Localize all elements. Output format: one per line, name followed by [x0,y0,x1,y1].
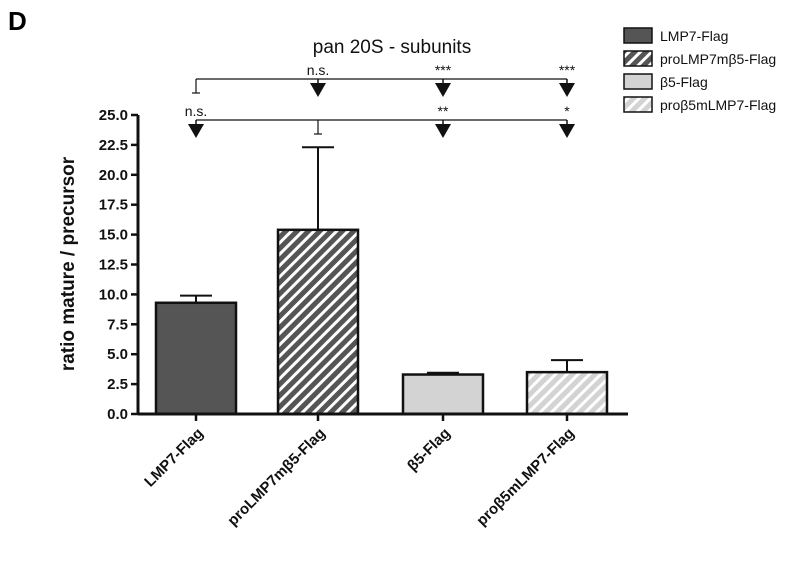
y-tick-label: 20.0 [99,167,128,184]
sig-label: *** [435,62,452,78]
y-axis-label: ratio mature / precursor [58,156,79,371]
y-tick-label: 25.0 [99,107,128,124]
x-tick-label: LMP7-Flag [141,425,207,491]
y-tick-label: 15.0 [99,227,128,244]
x-axis: LMP7-Flag proLMP7mβ5-Flag β5-Flag proβ5mLMP… [138,412,628,530]
legend-swatch [623,27,653,44]
bar-0 [154,301,238,416]
sig-arrow [188,124,204,138]
bar-1 [276,228,360,416]
legend-swatch [623,73,653,90]
sig-arrow [435,83,451,97]
x-tick-label: β5-Flag [404,425,454,475]
y-tick-label: 10.0 [99,286,128,303]
sig-label: n.s. [185,103,208,119]
y-tick-label: 12.5 [99,257,128,274]
chart-title: pan 20S - subunits [313,37,471,58]
sig-arrow [559,124,575,138]
y-tick-label: 17.5 [99,197,128,214]
sig-arrow [559,83,575,97]
sig-arrow [310,83,326,97]
bars [154,228,609,416]
bar-3 [525,370,609,416]
legend: LMP7-Flag proLMP7mβ5-Flag β5-Flag proβ5mLMP… [623,27,776,113]
y-tick-label: 22.5 [99,137,128,154]
legend-swatch [623,96,653,113]
significance-brackets: n.s. *** ***n.s. ** * [185,62,576,138]
legend-label: proLMP7mβ5-Flag [660,51,776,67]
x-tick-label: proβ5mLMP7-Flag [473,425,578,530]
x-tick-label: proLMP7mβ5-Flag [224,425,329,530]
legend-label: proβ5mLMP7-Flag [660,97,776,113]
y-tick-label: 2.5 [107,376,128,393]
bar-2 [401,373,485,416]
legend-label: LMP7-Flag [660,28,728,44]
sig-label: * [564,103,570,119]
sig-label: n.s. [307,62,330,78]
sig-arrow [435,124,451,138]
y-tick-label: 5.0 [107,346,128,363]
panel-label: D [8,6,27,36]
legend-label: β5-Flag [660,74,708,90]
y-axis: 0.0 2.5 5.0 7.5 10.0 12.5 15.0 17.5 20.0 22.5 25.0 [99,107,140,423]
error-bars [180,146,583,375]
y-tick-label: 0.0 [107,406,128,423]
legend-swatch [623,50,653,67]
sig-label: ** [438,103,449,119]
sig-label: *** [559,62,576,78]
y-tick-label: 7.5 [107,316,128,333]
